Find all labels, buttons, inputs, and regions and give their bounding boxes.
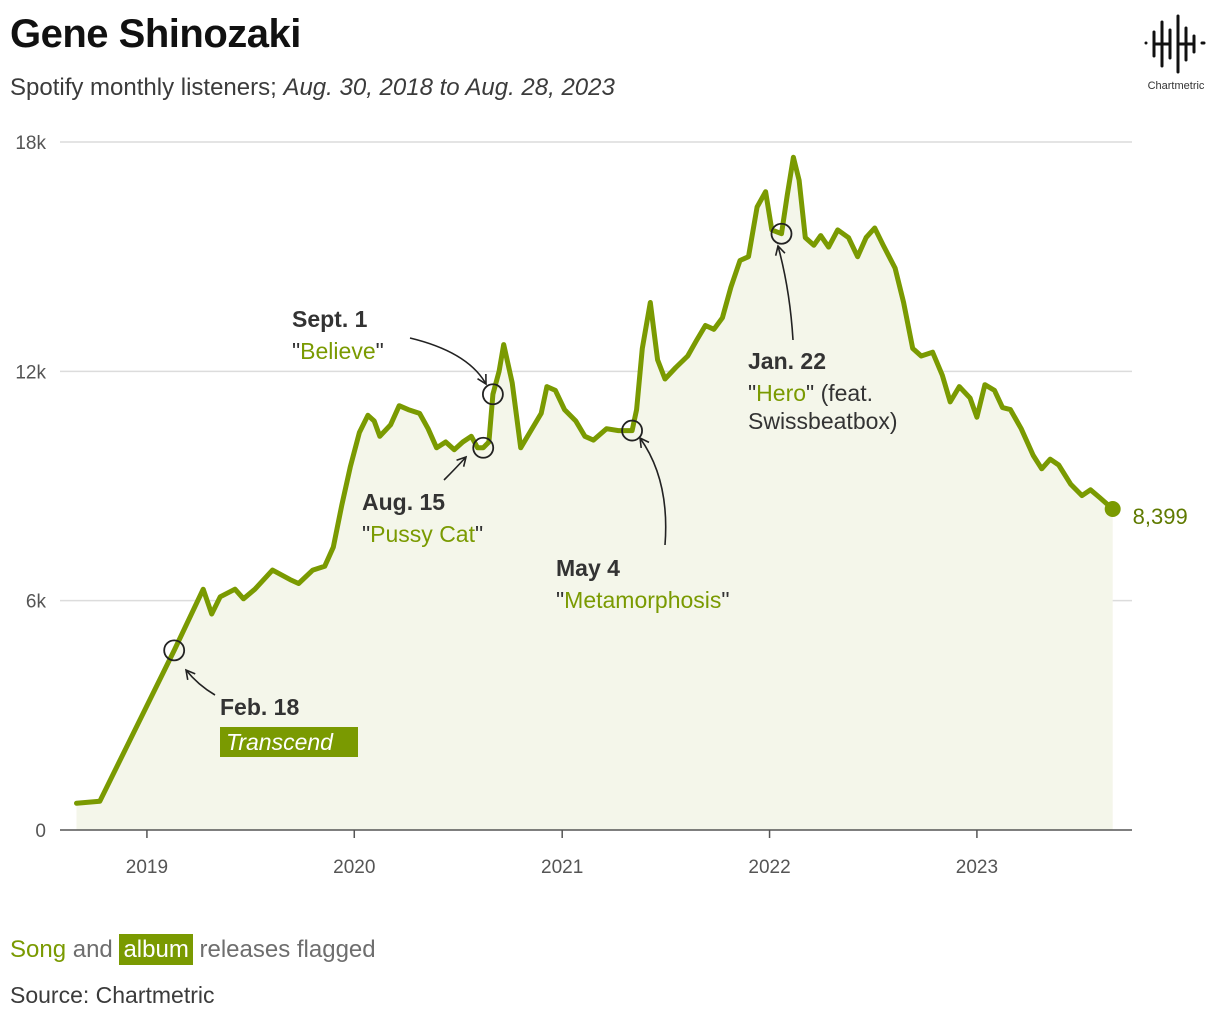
x-tick-label: 2023 [956, 857, 998, 878]
annotation-date: Aug. 15 [362, 489, 445, 515]
x-tick-label: 2022 [748, 857, 790, 878]
release-title: "Pussy Cat" [362, 521, 483, 547]
arrowhead [774, 244, 786, 256]
annotation-date: Sept. 1 [292, 306, 368, 332]
release-title: Transcend [226, 729, 334, 755]
annotation-arrow [777, 245, 794, 341]
y-tick-label: 0 [35, 821, 46, 842]
annotations: Feb. 18 Transcend Aug. 15 "Pussy Cat" Sept. … [163, 222, 898, 757]
release-marker [770, 222, 793, 245]
y-tick-label: 12k [15, 362, 46, 383]
release-title: "Believe" [292, 338, 384, 364]
legend-note: Song and album releases flagged [10, 934, 376, 965]
release-title: "Metamorphosis" [556, 587, 730, 613]
chartmetric-logo-icon [1144, 14, 1206, 74]
y-axis: 0 6k 12k 18k [15, 133, 46, 842]
annotation-date: Feb. 18 [220, 694, 299, 720]
annotation-may4: May 4 "Metamorphosis" [556, 419, 730, 613]
annotation-aug15: Aug. 15 "Pussy Cat" [362, 436, 495, 547]
arrowhead [639, 436, 650, 449]
annotation-arrow [185, 669, 216, 696]
x-tick-label: 2020 [333, 857, 375, 878]
release-feature: Swissbeatbox) [748, 408, 898, 434]
x-tick-label: 2021 [541, 857, 583, 878]
annotation-sept1: Sept. 1 "Believe" [292, 306, 504, 406]
album-badge [220, 727, 358, 757]
series-line [74, 154, 1116, 806]
release-marker [472, 436, 495, 459]
song-word: Song [10, 936, 67, 963]
arrowhead [184, 668, 196, 680]
release-marker [481, 383, 504, 406]
logo-text: Chartmetric [1147, 80, 1205, 92]
x-tick-label: 2019 [126, 857, 168, 878]
release-marker [163, 639, 186, 662]
annotation-feb18: Feb. 18 Transcend [163, 639, 358, 757]
annotation-date: May 4 [556, 555, 620, 581]
release-marker [621, 419, 643, 442]
y-tick-label: 6k [26, 592, 47, 613]
end-value-label: 8,399 [1133, 504, 1188, 529]
source-note: Source: Chartmetric [10, 982, 215, 1008]
release-title: "Hero" (feat. [748, 380, 873, 406]
end-point [1104, 500, 1121, 517]
annotation-jan22: Jan. 22 "Hero" (feat.Swissbeatbox) [748, 222, 898, 434]
annotation-arrow [639, 437, 667, 546]
album-word: album [119, 934, 193, 965]
chart-title: Gene Shinozaki [10, 12, 301, 56]
annotation-date: Jan. 22 [748, 348, 826, 374]
arrowhead [456, 455, 468, 467]
annotation-arrow [443, 456, 467, 481]
chartmetric-logo: Chartmetric [1140, 10, 1212, 92]
y-tick-label: 18k [15, 133, 46, 154]
annotation-arrow [409, 337, 487, 385]
area-fill [76, 157, 1113, 831]
x-axis: 2019 2020 2021 2022 2023 [60, 829, 1132, 878]
chart-subtitle: Spotify monthly listeners; Aug. 30, 2018… [10, 74, 615, 101]
arrowhead [477, 373, 487, 386]
